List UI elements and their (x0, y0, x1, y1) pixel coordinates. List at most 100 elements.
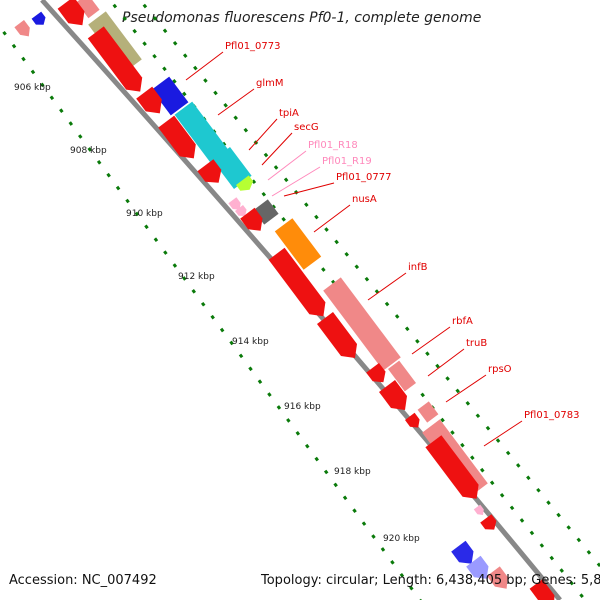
scale-tick (283, 177, 289, 183)
label-leader-line (185, 51, 224, 81)
scale-tick (364, 276, 370, 282)
gene-feature (212, 147, 252, 189)
scale-tick (152, 16, 158, 21)
scale-tick (219, 327, 225, 333)
scale-label: 910 kbp (126, 209, 163, 219)
gene-feature (425, 435, 479, 499)
scale-tick (465, 401, 471, 406)
scale-tick (134, 211, 140, 217)
scale-tick (342, 495, 348, 501)
gene-feature (487, 566, 508, 589)
scale-tick (384, 301, 390, 307)
label-leader-line (217, 88, 255, 116)
gene-feature (76, 0, 100, 19)
gene-feature (197, 159, 222, 183)
label-leader-line (427, 348, 465, 377)
scale-tick (420, 392, 425, 398)
label-leader-line (283, 182, 335, 197)
scale-label: 914 kbp (232, 337, 269, 347)
scale-tick (475, 413, 481, 419)
scale-tick (546, 500, 551, 505)
scale-tick (263, 152, 269, 158)
scale-tick (394, 314, 400, 319)
gene-feature (240, 207, 263, 231)
scale-tick (276, 405, 282, 410)
scale-tick (182, 276, 187, 281)
label-leader-line (267, 150, 307, 181)
scale-tick (142, 41, 147, 47)
scale-tick (191, 289, 197, 294)
label-leader-line (271, 166, 321, 197)
gene-feature (158, 115, 196, 159)
scale-tick (314, 214, 319, 220)
scale-tick (248, 366, 253, 372)
scale-tick (505, 450, 511, 456)
scale-tick (304, 202, 309, 207)
scale-tick (470, 455, 475, 460)
scale-tick (122, 16, 128, 21)
scale-tick (172, 79, 177, 84)
scale-label: 916 kbp (284, 402, 321, 412)
scale-tick (125, 198, 130, 204)
gene-feature (466, 555, 489, 579)
scale-tick (112, 3, 118, 9)
scale-tick (59, 108, 64, 113)
gene-label: Pfl01_0783 (524, 410, 580, 421)
scale-tick (153, 237, 159, 243)
scale-tick (352, 508, 357, 514)
map-title: Pseudomonas fluorescens Pf0-1, complete … (122, 10, 482, 26)
scale-tick (529, 530, 535, 536)
scale-label: 912 kbp (178, 272, 215, 282)
gene-feature (151, 76, 189, 116)
scale-tick (539, 543, 545, 548)
scale-tick (576, 537, 582, 543)
scale-tick (210, 314, 215, 320)
label-leader-line (411, 326, 451, 355)
scale-tick (354, 264, 360, 270)
scale-tick (144, 224, 149, 230)
scale-tick (295, 430, 301, 436)
scale-tick (78, 134, 83, 139)
gene-feature (228, 197, 241, 210)
scale-tick (519, 518, 525, 523)
scale-tick (324, 227, 329, 232)
scale-tick (286, 418, 291, 423)
scale-tick (485, 425, 491, 431)
scale-tick (549, 555, 555, 561)
scale-tick (371, 534, 376, 539)
gene-label: Pfl01_R19 (322, 156, 372, 167)
scale-tick (450, 430, 455, 435)
gene-feature (417, 401, 439, 423)
scale-tick (435, 363, 440, 369)
scale-tick (182, 53, 188, 58)
scale-tick (87, 147, 92, 152)
scale-tick (344, 252, 349, 257)
scale-tick (569, 580, 574, 586)
scale-tick (115, 185, 121, 191)
scale-tick (261, 191, 267, 197)
scale-tick (68, 121, 74, 126)
gene-label: secG (294, 122, 319, 133)
scale-tick (409, 585, 414, 591)
gene-label: truB (466, 338, 487, 349)
scale-tick (404, 326, 410, 332)
scale-tick (257, 379, 263, 384)
scale-tick (305, 443, 310, 449)
label-leader-line (445, 374, 487, 403)
gene-label: infB (408, 262, 428, 273)
scale-tick (425, 351, 430, 356)
scale-tick (271, 204, 276, 210)
scale-tick (499, 493, 505, 498)
label-layer: 906 kbp 908 kbp 910 kbp 912 kbp 914 kbp 916 k… (14, 41, 580, 544)
gene-feature (388, 360, 416, 392)
scale-tick (566, 525, 571, 530)
scale-tick (2, 30, 7, 36)
scale-tick (460, 442, 465, 448)
scale-tick (40, 82, 45, 88)
scale-tick (152, 53, 157, 59)
scale-tick (106, 172, 111, 178)
scale-tick (556, 512, 561, 518)
gene-label: Pfl01_0773 (225, 41, 281, 52)
